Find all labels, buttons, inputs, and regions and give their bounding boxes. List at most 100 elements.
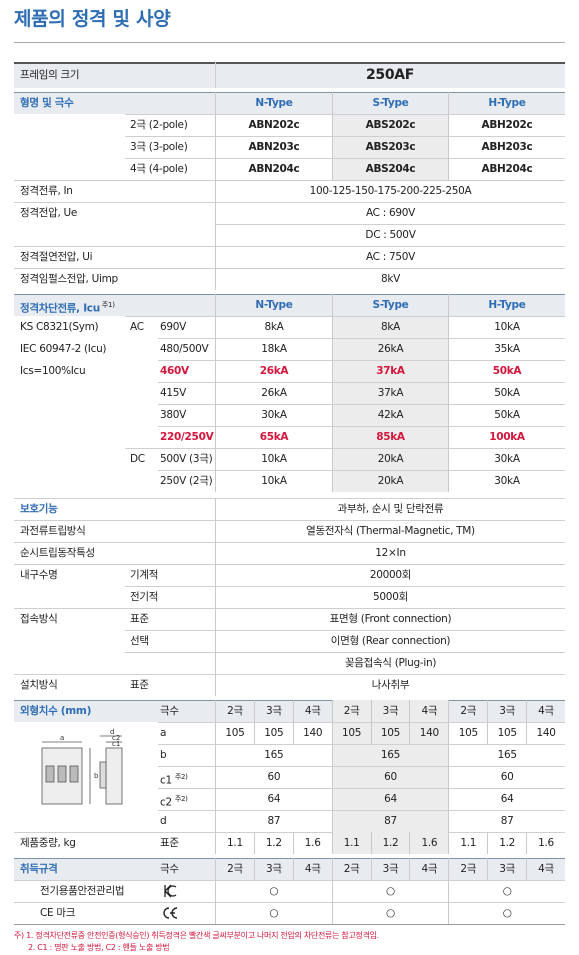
- pole-label: 2극 (2-pole): [130, 119, 188, 131]
- dim-value: 60: [448, 766, 565, 788]
- band: [332, 316, 448, 338]
- pole-header: 2극: [215, 700, 254, 722]
- rating-label: 정격절연전압, Ui: [20, 251, 93, 263]
- dim-value: 87: [448, 810, 565, 832]
- dim-value: 165: [331, 744, 449, 766]
- rating-label: 정격전압, Ue: [20, 207, 78, 219]
- type-header: N-Type: [215, 92, 332, 114]
- band: [14, 858, 565, 880]
- function-sub: 기계적: [130, 569, 159, 581]
- standard: KS C8321(Sym): [20, 321, 99, 333]
- band: [332, 338, 448, 360]
- standard: IEC 60947-2 (Icu): [20, 343, 107, 355]
- title: 제품의 정격 및 사양: [14, 8, 171, 30]
- rule: [125, 316, 565, 317]
- function-value: 표면형 (Front connection): [215, 608, 565, 630]
- type-header: S-Type: [332, 294, 448, 316]
- dim-value: 105: [215, 722, 254, 744]
- model-code: ABH203c: [448, 136, 565, 158]
- dim-value: 105: [448, 722, 487, 744]
- rule: [125, 136, 565, 137]
- breaking-value: 20kA: [332, 470, 448, 492]
- dim-value: 140: [409, 722, 448, 744]
- breaking-value: 37kA: [332, 360, 448, 382]
- dim-value: 60: [331, 766, 449, 788]
- rule: [158, 382, 565, 383]
- dim-value: 105: [253, 722, 293, 744]
- cert-mark: ○: [448, 902, 565, 924]
- dim-name: c2 주2): [160, 795, 188, 809]
- section-label: 외형치수 (mm): [20, 705, 92, 717]
- rule: [14, 832, 565, 833]
- voltage: 415V: [160, 387, 187, 399]
- function-label: 접속방식: [20, 613, 58, 625]
- band: [332, 158, 448, 180]
- breaking-value: 26kA: [332, 338, 448, 360]
- voltage: 460V: [160, 365, 189, 377]
- breaking-value: 8kA: [332, 316, 448, 338]
- rating-value: 100-125-150-175-200-225-250A: [215, 180, 565, 202]
- standard: Ics=100%Icu: [20, 365, 86, 377]
- kc-icon: [164, 884, 177, 898]
- rule: [14, 520, 565, 521]
- rule: [14, 924, 565, 925]
- band: [331, 700, 449, 722]
- function-label: 내구수명: [20, 569, 58, 581]
- rule: [158, 810, 565, 811]
- function-value: 20000회: [215, 564, 565, 586]
- footnote: 2. C1 : 명판 노출 방법, C2 : 핸들 노출 방법: [28, 943, 170, 952]
- model-code: ABN204c: [215, 158, 332, 180]
- poles-label: 극수: [160, 863, 179, 875]
- pole-header: 3극: [487, 700, 526, 722]
- breaking-value: 50kA: [448, 360, 565, 382]
- rule: [14, 180, 565, 181]
- voltage: 690V: [160, 321, 187, 333]
- rule: [14, 564, 565, 565]
- weight-value: 1.6: [526, 832, 565, 854]
- rule: [158, 788, 565, 789]
- rule: [158, 744, 565, 745]
- cert-name: 전기용품안전관리법: [40, 885, 125, 897]
- function-label: 순시트립동작특성: [20, 547, 95, 559]
- cert-mark: ○: [331, 902, 449, 924]
- dim-value: 165: [448, 744, 565, 766]
- breaking-value: 30kA: [215, 404, 332, 426]
- band: [331, 788, 449, 810]
- drawing-label: c2: [112, 734, 120, 742]
- rule: [14, 92, 565, 93]
- breaking-value: 50kA: [448, 404, 565, 426]
- voltage: 380V: [160, 409, 187, 421]
- rule: [158, 338, 565, 339]
- model-code: ABH202c: [448, 114, 565, 136]
- rule: [14, 700, 565, 701]
- function-value: 12×In: [215, 542, 565, 564]
- rule: [125, 630, 565, 631]
- breaking-value: 26kA: [215, 382, 332, 404]
- model-code: ABH204c: [448, 158, 565, 180]
- rule: [158, 426, 565, 427]
- rule: [14, 268, 565, 269]
- rule: [125, 586, 565, 587]
- breaking-value: 100kA: [448, 426, 565, 448]
- rule: [158, 766, 565, 767]
- weight-value: 1.6: [292, 832, 332, 854]
- drawing-label: b: [94, 772, 99, 780]
- pole-header: 2극: [448, 858, 487, 880]
- breaking-value: 37kA: [332, 382, 448, 404]
- function-value: 나사취부: [215, 674, 565, 696]
- frame-label: 프레임의 크기: [20, 69, 80, 81]
- voltage: 250V (2극): [160, 475, 213, 487]
- dim-value: 87: [215, 810, 332, 832]
- current-type: AC: [130, 321, 144, 333]
- pole-label: 3극 (3-pole): [130, 141, 188, 153]
- rule: [125, 652, 565, 653]
- cert-mark: ○: [215, 880, 332, 902]
- band: [14, 294, 565, 316]
- dim-value: 87: [331, 810, 449, 832]
- rule: [14, 880, 565, 881]
- band: [332, 404, 448, 426]
- function-sub: 전기적: [130, 591, 159, 603]
- breaking-value: 65kA: [215, 426, 332, 448]
- type-header: S-Type: [332, 92, 448, 114]
- pole-header: 4극: [409, 700, 448, 722]
